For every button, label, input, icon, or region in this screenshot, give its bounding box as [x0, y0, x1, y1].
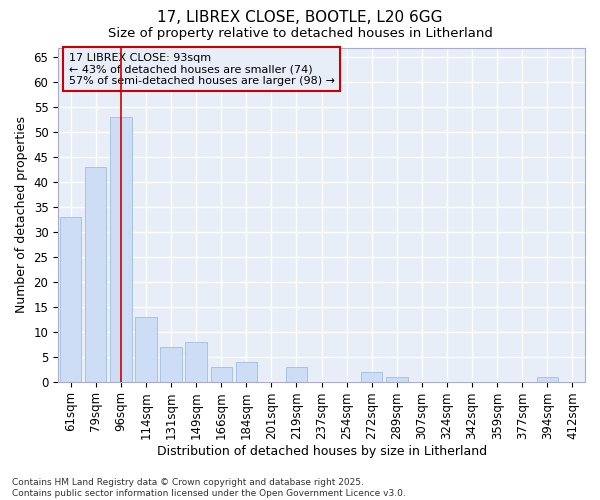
Bar [160, 346, 182, 382]
Bar [60, 217, 82, 382]
Bar [135, 317, 157, 382]
Bar [85, 167, 106, 382]
Y-axis label: Number of detached properties: Number of detached properties [15, 116, 28, 313]
Bar [386, 376, 407, 382]
Text: Size of property relative to detached houses in Litherland: Size of property relative to detached ho… [107, 28, 493, 40]
X-axis label: Distribution of detached houses by size in Litherland: Distribution of detached houses by size … [157, 444, 487, 458]
Bar [286, 366, 307, 382]
Bar [236, 362, 257, 382]
Bar [537, 376, 558, 382]
Bar [110, 118, 131, 382]
Bar [361, 372, 382, 382]
Bar [185, 342, 207, 382]
Text: Contains HM Land Registry data © Crown copyright and database right 2025.
Contai: Contains HM Land Registry data © Crown c… [12, 478, 406, 498]
Text: 17 LIBREX CLOSE: 93sqm
← 43% of detached houses are smaller (74)
57% of semi-det: 17 LIBREX CLOSE: 93sqm ← 43% of detached… [68, 52, 335, 86]
Text: 17, LIBREX CLOSE, BOOTLE, L20 6GG: 17, LIBREX CLOSE, BOOTLE, L20 6GG [157, 10, 443, 25]
Bar [211, 366, 232, 382]
